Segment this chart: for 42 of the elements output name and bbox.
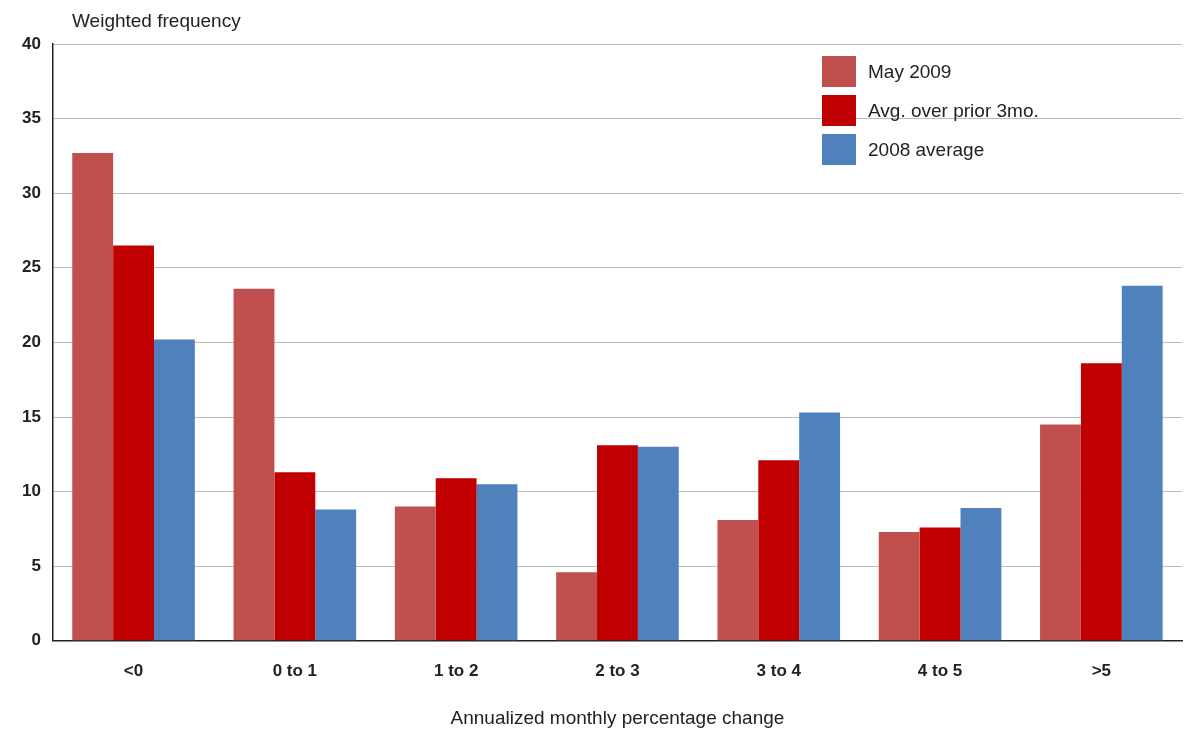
x-tick-label: 0 to 1 [272,660,318,680]
x-axis-title: Annualized monthly percentage change [450,706,785,728]
y-tick-label: 35 [21,108,41,128]
bar [274,472,316,641]
bar [717,519,759,641]
bar [113,245,154,641]
bar [878,531,920,641]
bar [233,288,275,641]
bar [476,484,518,641]
bar [72,152,114,641]
bar [1040,424,1081,641]
x-tick-label: >5 [1091,660,1112,680]
y-tick-label: 40 [21,33,41,53]
legend-label: May 2009 [868,60,952,83]
bar [799,412,841,641]
y-tick-label: 5 [31,555,41,575]
y-tick-label: 25 [21,257,41,277]
bar [394,506,436,641]
bar [919,527,961,641]
bar [758,460,800,641]
bar [315,509,357,641]
x-tick-label: 1 to 2 [433,660,479,680]
y-tick-label: 15 [21,406,41,426]
bar [1080,363,1122,641]
y-tick-label: 20 [21,332,41,352]
bar [153,339,195,641]
x-tick-label: 3 to 4 [756,660,802,680]
bar [1121,285,1163,641]
y-tick-label: 0 [31,630,41,650]
bar [960,508,1002,641]
legend-label: Avg. over prior 3mo. [868,99,1039,122]
bar [637,446,679,641]
x-tick-label: 2 to 3 [595,660,640,680]
bar [435,478,477,641]
bar [597,445,638,641]
y-tick-label: 30 [21,182,41,202]
legend-label: 2008 average [868,138,985,161]
x-tick-label: <0 [123,660,144,680]
y-tick-label: 10 [21,481,41,501]
y-axis-title: Weighted frequency [72,10,241,32]
bar [556,572,598,641]
x-tick-label: 4 to 5 [917,660,963,680]
